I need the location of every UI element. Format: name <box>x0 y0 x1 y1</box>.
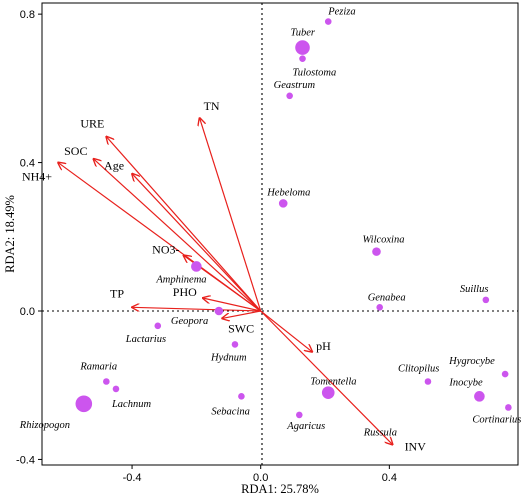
species-label-peziza: Peziza <box>327 7 355 18</box>
species-point-lachnum <box>112 385 120 393</box>
vector-arrow-ph <box>260 310 312 352</box>
vector-arrow-ure <box>106 137 262 312</box>
x-tick-label: 0.4 <box>382 472 397 484</box>
environmental-vectors: TN URE SOC Age NH4+ NO3- TP PHO SWC pH INV <box>22 99 426 454</box>
species-point-tulostoma <box>299 55 306 62</box>
species-label-clitopilus: Clitopilus <box>398 364 439 375</box>
vector-arrow-tn <box>200 118 262 312</box>
species-point-genabea <box>376 303 384 311</box>
species-point-ramaria <box>103 378 110 385</box>
vector-label-inv: INV <box>405 440 427 454</box>
species-point-wilcoxina <box>372 247 381 256</box>
species-label-geopora: Geopora <box>171 316 208 327</box>
species-label-tuber: Tuber <box>291 28 316 39</box>
vector-label-age: Age <box>104 159 124 173</box>
vector-label-ph: pH <box>316 339 331 353</box>
species-label-inocybe: Inocybe <box>448 377 483 388</box>
species-point-rhizopogon <box>75 395 93 413</box>
species-label-lachnum: Lachnum <box>111 399 152 410</box>
species-label-hydnum: Hydnum <box>210 352 247 363</box>
species-label-russula: Russula <box>363 428 397 439</box>
x-tick-label: 0.0 <box>253 472 268 484</box>
species-label-genabea: Genabea <box>368 292 406 303</box>
species-point-suillus <box>482 296 490 304</box>
species-point-amphinema <box>191 261 202 272</box>
vector-label-swc: SWC <box>228 321 254 335</box>
species-point-inocybe <box>474 391 485 402</box>
species-label-hebeloma: Hebeloma <box>266 187 310 198</box>
species-label-amphinema: Amphinema <box>155 274 206 285</box>
y-axis-title: RDA2: 18.49% <box>3 195 17 273</box>
vector-arrow-inv <box>260 310 393 445</box>
species-point-tomentella <box>321 386 335 399</box>
species-point-hebeloma <box>278 199 288 208</box>
species-label-hygrocybe: Hygrocybe <box>448 356 495 367</box>
species-label-lactarius: Lactarius <box>125 334 166 345</box>
species-label-rhizopogon: Rhizopogon <box>19 420 70 431</box>
species-label-tomentella: Tomentella <box>310 377 356 388</box>
vector-label-ure: URE <box>80 117 104 131</box>
species-point-lactarius <box>154 322 162 330</box>
species-point-hydnum <box>231 341 239 348</box>
species-label-sebacina: Sebacina <box>211 406 250 417</box>
species-point-geopora <box>214 306 224 316</box>
species-point-peziza <box>324 18 332 25</box>
y-tick-label: 0.8 <box>20 9 35 21</box>
vector-label-nh4: NH4+ <box>22 170 52 184</box>
species-point-geastrum <box>286 92 293 100</box>
y-tick-label: 0.0 <box>20 306 35 318</box>
x-tick-label: -0.4 <box>123 472 142 484</box>
species-label-cortinarius: Cortinarius <box>472 414 521 425</box>
vector-arrow-age <box>132 174 262 312</box>
x-axis-ticks: -0.4 0.0 0.4 <box>123 465 397 484</box>
plot-frame <box>41 2 519 466</box>
vector-arrow-pho <box>203 298 261 312</box>
vector-arrow-tp <box>132 307 261 311</box>
vector-label-soc: SOC <box>64 144 87 158</box>
species-label-ramaria: Ramaria <box>79 362 117 373</box>
species-point-tuber <box>295 40 310 55</box>
y-axis-ticks: -0.4 0.0 0.4 0.8 <box>16 9 42 466</box>
species-label-agaricus: Agaricus <box>286 421 325 432</box>
species-point-cortinarius <box>505 404 512 411</box>
species-label-suillus: Suillus <box>460 284 489 295</box>
species-label-geastrum: Geastrum <box>274 80 316 91</box>
species-point-clitopilus <box>424 378 432 385</box>
species-label-tulostoma: Tulostoma <box>293 68 337 79</box>
vector-arrow-soc <box>93 159 262 312</box>
vector-label-tp: TP <box>110 286 124 300</box>
species-label-wilcoxina: Wilcoxina <box>362 235 404 246</box>
y-tick-label: -0.4 <box>16 454 35 466</box>
species-point-hygrocybe <box>501 370 509 378</box>
vector-label-pho: PHO <box>173 285 197 299</box>
species-point-agaricus <box>295 411 303 419</box>
vector-label-no3: NO3- <box>152 242 179 256</box>
vector-label-tn: TN <box>204 99 220 113</box>
x-axis-title: RDA1: 25.78% <box>241 482 319 496</box>
species-point-sebacina <box>238 393 245 400</box>
y-tick-label: 0.4 <box>20 158 35 170</box>
vector-arrow-swc <box>222 310 261 318</box>
